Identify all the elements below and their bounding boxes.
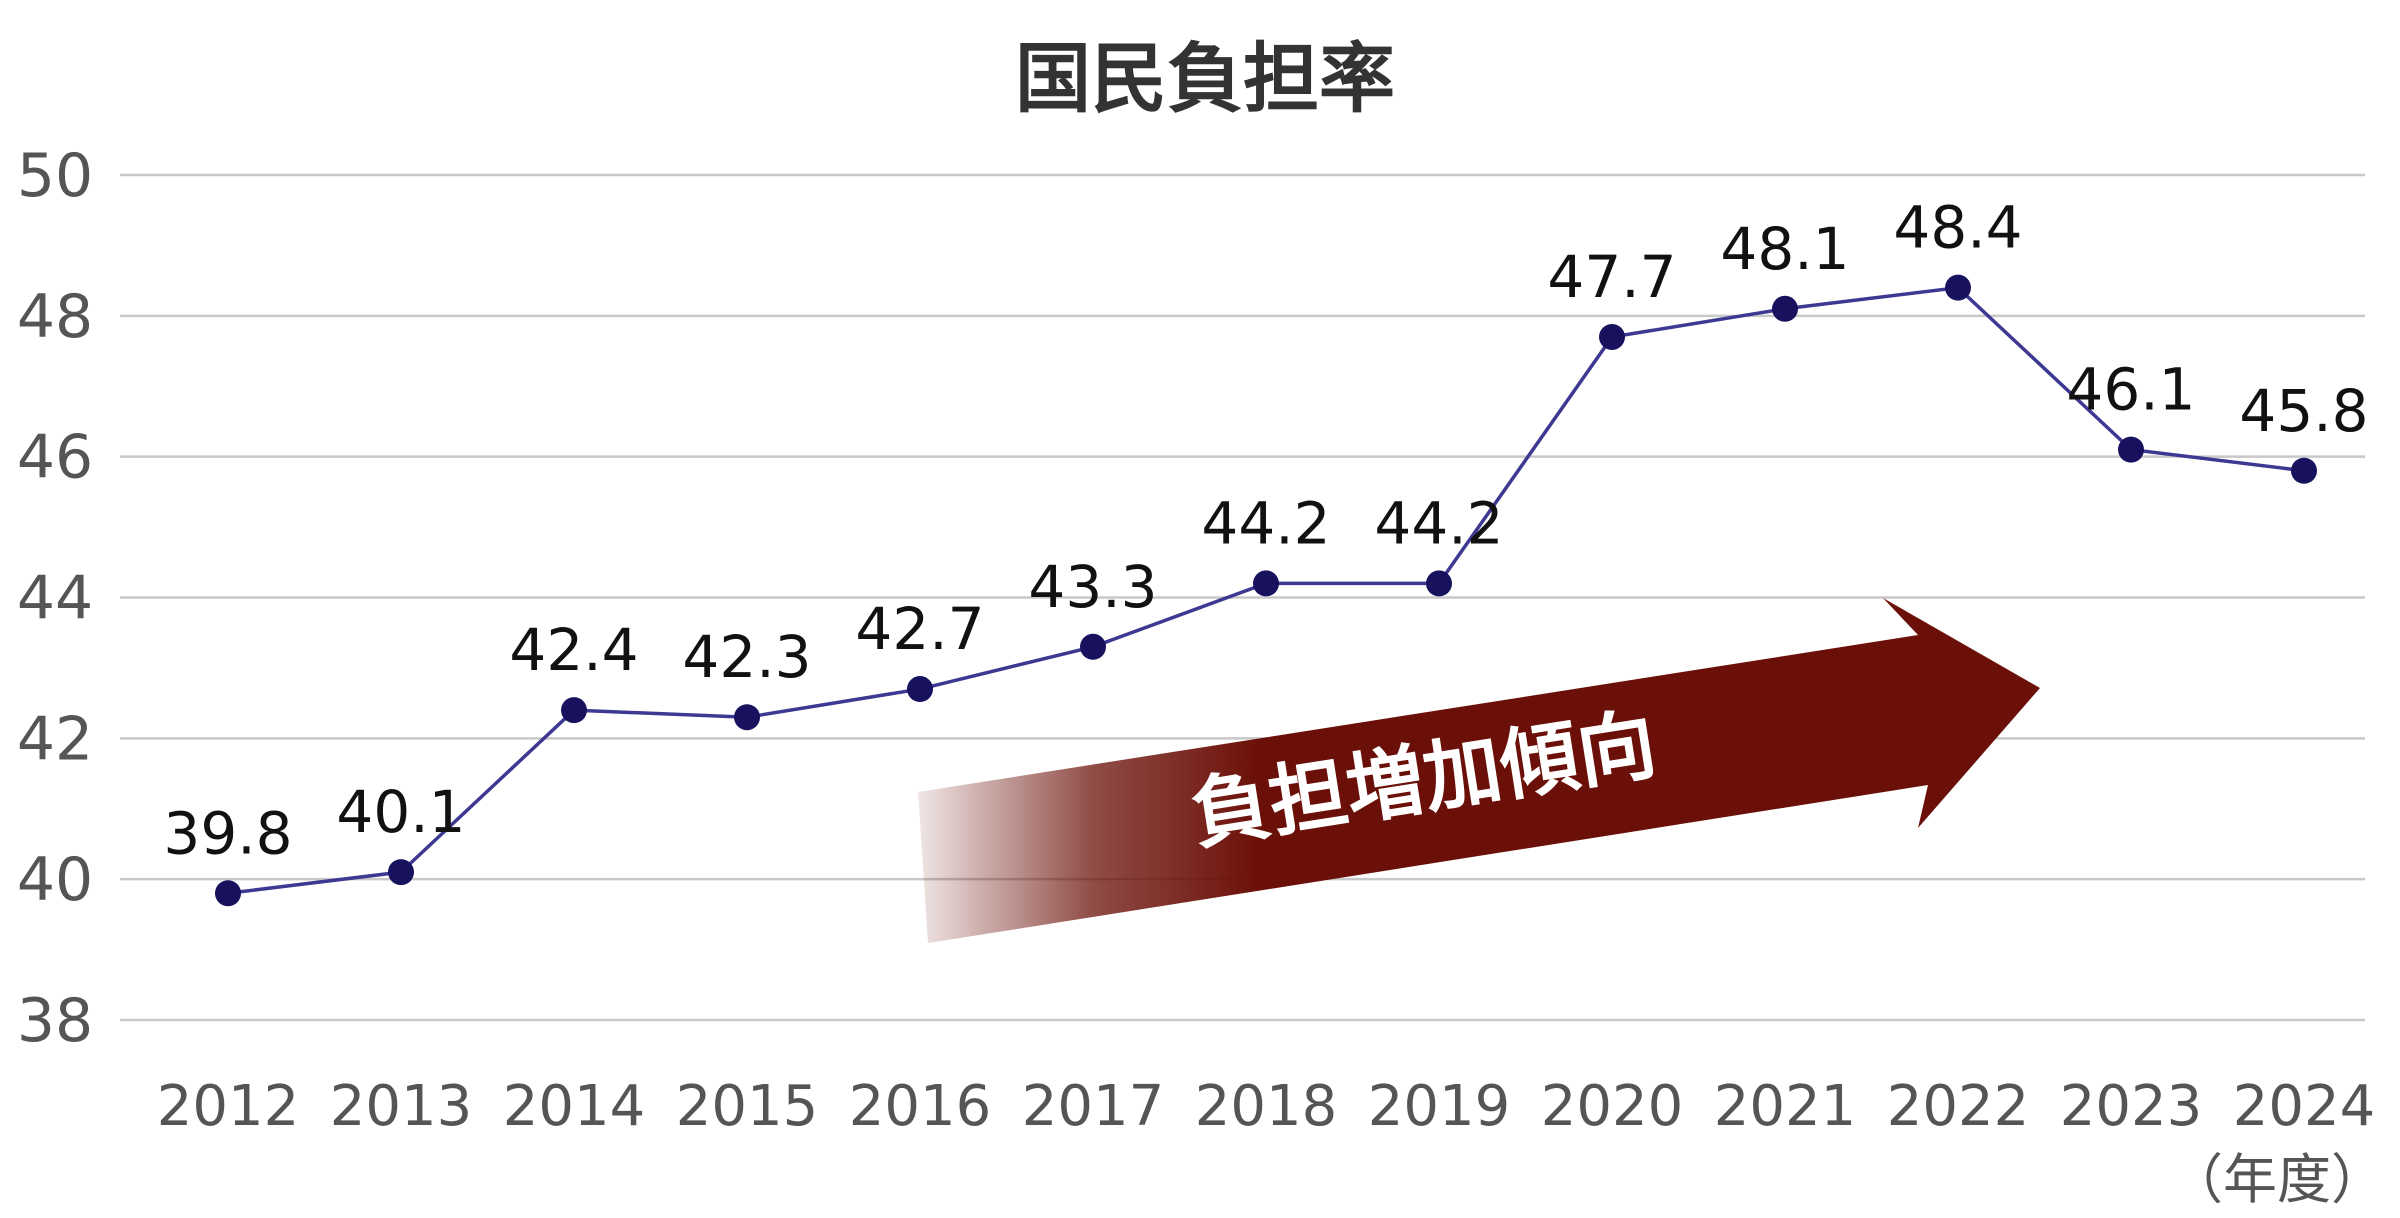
- y-tick-label-44: 44: [17, 564, 93, 634]
- data-point-2015: [734, 704, 760, 731]
- x-axis-unit: （年度）: [2169, 1148, 2385, 1211]
- data-labels: 39.8 40.1 42.4 42.3 42.7 43.3 44.2 44.2 47.7 48.1…: [163, 194, 2368, 868]
- y-tick-label-48: 48: [17, 282, 93, 352]
- x-tick-label-2017: 2017: [1022, 1074, 1165, 1139]
- series-line-layer: [215, 274, 2317, 907]
- data-label-2023: 46.1: [2066, 356, 2195, 424]
- y-tick-label-38: 38: [17, 986, 93, 1056]
- x-tick-label-2018: 2018: [1195, 1074, 1338, 1139]
- data-point-2024: [2291, 457, 2317, 484]
- data-label-2014: 42.4: [509, 616, 638, 684]
- data-label-2017: 43.3: [1028, 553, 1157, 621]
- data-label-2022: 48.4: [1893, 194, 2022, 262]
- data-label-2021: 48.1: [1720, 215, 1849, 283]
- data-point-2019: [1426, 570, 1452, 597]
- x-tick-label-2012: 2012: [157, 1074, 300, 1139]
- y-tick-label-40: 40: [17, 845, 93, 915]
- data-label-2016: 42.7: [855, 595, 984, 663]
- data-label-2019: 44.2: [1374, 489, 1503, 557]
- data-point-2017: [1080, 633, 1106, 660]
- data-point-2022: [1945, 274, 1971, 301]
- x-tick-label-2016: 2016: [849, 1074, 992, 1139]
- data-point-2012: [215, 880, 241, 907]
- data-label-2024: 45.8: [2239, 377, 2368, 445]
- data-point-2018: [1253, 570, 1279, 597]
- trend-arrow: 負担増加傾向: [918, 598, 2040, 943]
- y-axis-ticks: 38 40 42 44 46 48 50: [17, 141, 93, 1056]
- x-tick-label-2024: 2024: [2233, 1074, 2376, 1139]
- y-tick-label-46: 46: [17, 423, 93, 493]
- x-tick-label-2013: 2013: [330, 1074, 473, 1139]
- x-tick-label-2023: 2023: [2060, 1074, 2203, 1139]
- x-tick-label-2015: 2015: [676, 1074, 819, 1139]
- data-label-2013: 40.1: [336, 778, 465, 846]
- data-label-2020: 47.7: [1547, 243, 1676, 311]
- data-point-2013: [388, 859, 414, 886]
- chart-title: 国民負担率: [1015, 34, 1395, 123]
- data-point-2020: [1599, 323, 1625, 350]
- y-tick-label-50: 50: [17, 141, 93, 211]
- x-tick-label-2020: 2020: [1541, 1074, 1684, 1139]
- data-point-2021: [1772, 295, 1798, 322]
- trend-arrow-shape: [918, 598, 2040, 943]
- x-tick-label-2014: 2014: [503, 1074, 646, 1139]
- data-point-2016: [907, 676, 933, 703]
- data-label-2018: 44.2: [1201, 489, 1330, 557]
- gridlines: [120, 173, 2365, 1022]
- data-point-2023: [2118, 436, 2144, 463]
- data-label-2015: 42.3: [682, 623, 811, 691]
- x-tick-label-2019: 2019: [1368, 1074, 1511, 1139]
- x-axis-ticks: 2012 2013 2014 2015 2016 2017 2018 2019 2020 2021…: [157, 1074, 2376, 1139]
- x-tick-label-2021: 2021: [1714, 1074, 1857, 1139]
- x-tick-label-2022: 2022: [1887, 1074, 2030, 1139]
- y-tick-label-42: 42: [17, 704, 93, 774]
- data-label-2012: 39.8: [163, 799, 292, 867]
- data-point-2014: [561, 697, 587, 724]
